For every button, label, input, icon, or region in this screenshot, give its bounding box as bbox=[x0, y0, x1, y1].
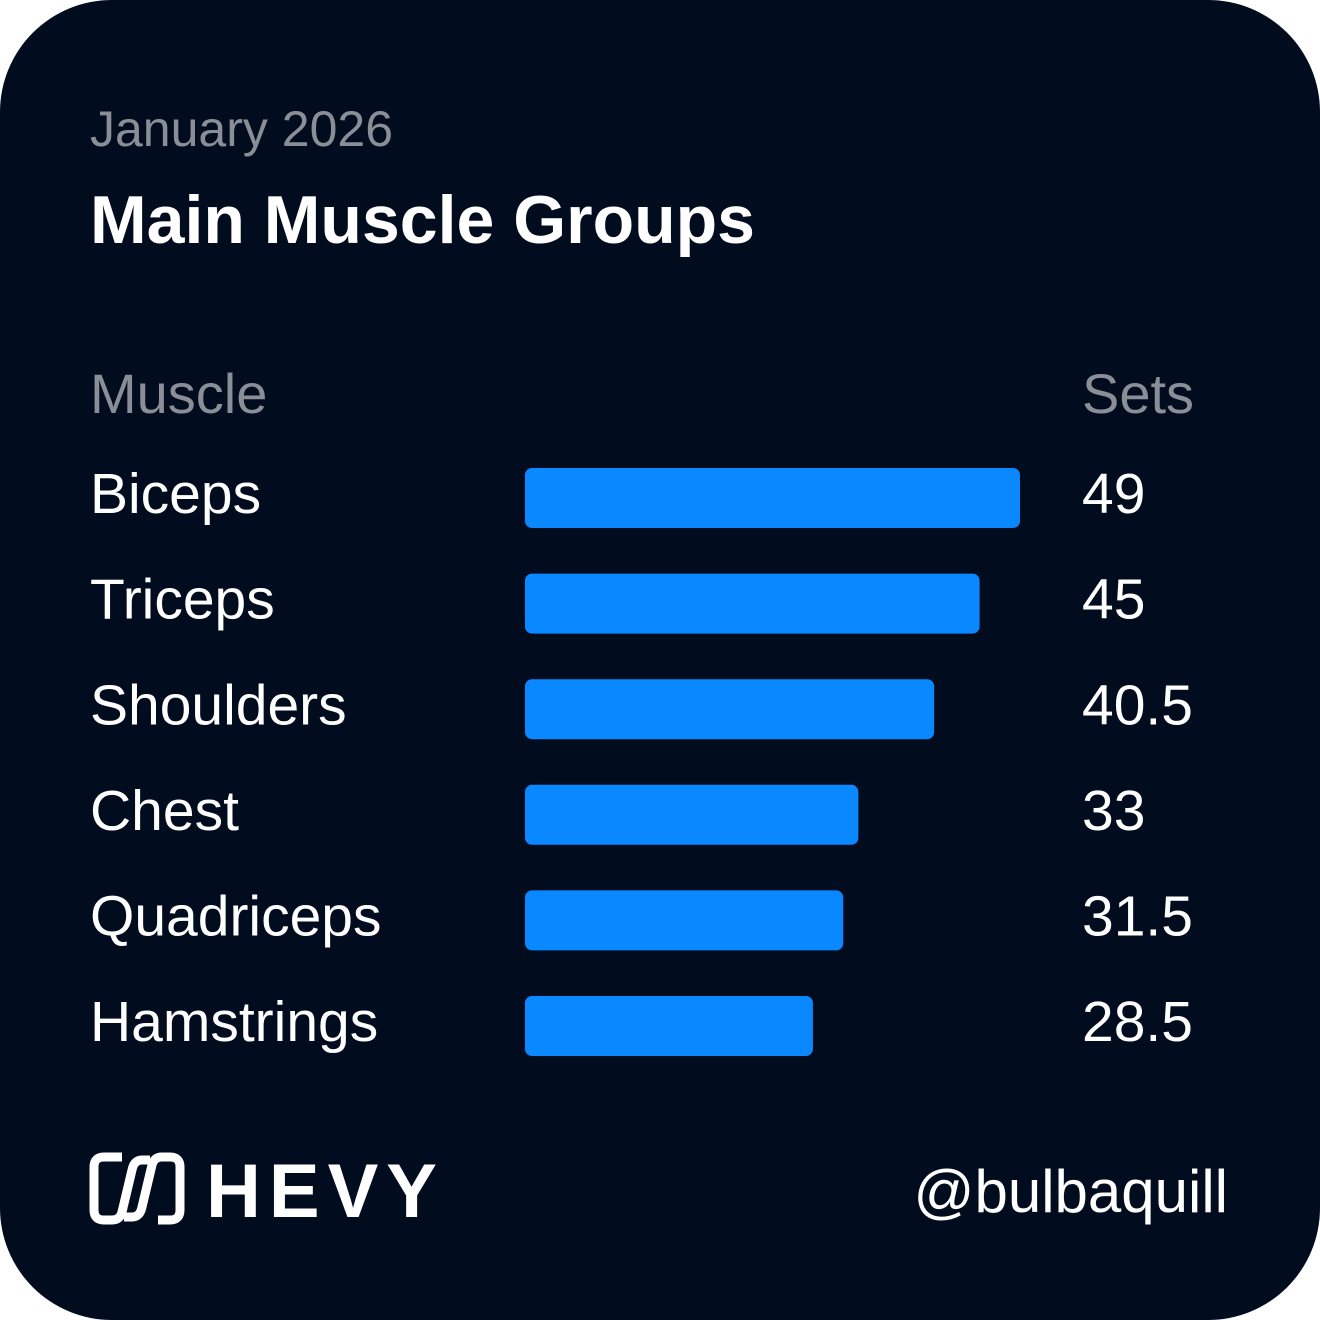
category-label: Hamstrings bbox=[90, 990, 378, 1054]
handle: @bulbaquill bbox=[914, 1158, 1228, 1225]
value-label: 31.5 bbox=[1082, 884, 1193, 948]
bar bbox=[525, 573, 980, 634]
rows: Biceps 49 Triceps 45 Shoulders 40.5 Chest 33 Qua… bbox=[90, 462, 1193, 1056]
column-header: Sets bbox=[1082, 362, 1194, 425]
bar bbox=[525, 468, 1020, 528]
category-label: Chest bbox=[90, 779, 239, 843]
value-label: 28.5 bbox=[1082, 990, 1193, 1054]
column-header: Muscle bbox=[90, 362, 267, 425]
category-label: Triceps bbox=[90, 568, 275, 632]
category-label: Biceps bbox=[90, 462, 261, 526]
value-label: 49 bbox=[1082, 462, 1145, 526]
category-label: Quadriceps bbox=[90, 884, 382, 948]
value-label: 40.5 bbox=[1082, 673, 1193, 737]
value-label: 33 bbox=[1082, 779, 1145, 843]
chart-title: Main Muscle Groups bbox=[90, 182, 755, 258]
brand: HEVY bbox=[206, 1149, 445, 1234]
logo-icon bbox=[89, 1152, 185, 1225]
bar bbox=[525, 679, 935, 740]
bar bbox=[525, 996, 813, 1056]
subtitle: January 2026 bbox=[90, 101, 393, 157]
value-label: 45 bbox=[1082, 568, 1145, 632]
bar bbox=[525, 890, 844, 951]
bar bbox=[525, 784, 859, 845]
category-label: Shoulders bbox=[90, 673, 347, 737]
